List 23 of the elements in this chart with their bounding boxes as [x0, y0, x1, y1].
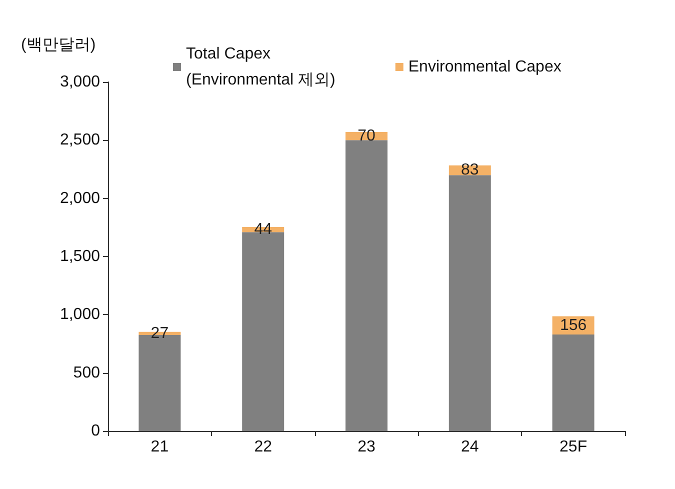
legend-label: Environmental Capex: [408, 58, 562, 76]
data-label: 156: [560, 316, 587, 334]
y-tick-label: 2,500: [60, 132, 100, 149]
x-tick-label: 21: [150, 438, 169, 456]
bar: [242, 232, 284, 431]
y-tick-label: 1,000: [60, 306, 100, 324]
y-tick-label: 2,000: [60, 190, 100, 207]
bar: [346, 140, 388, 431]
y-axis-title: (백만달러): [21, 36, 96, 54]
x-tick-label: 24: [461, 438, 479, 456]
y-tick-label: 500: [73, 364, 100, 382]
x-tick-label: 23: [358, 438, 376, 456]
data-label: 83: [461, 162, 479, 179]
y-tick-label: 1,500: [60, 248, 100, 265]
y-tick-label: 3,000: [60, 74, 100, 90]
x-tick-label: 22: [254, 438, 272, 456]
data-label: 70: [358, 128, 376, 145]
data-label: 27: [150, 324, 169, 342]
x-tick-label: 25F: [560, 438, 588, 456]
legend-label: Total Capex (Environmental 제외): [186, 46, 336, 88]
y-tick-label: 0: [91, 422, 100, 440]
bar: [552, 334, 594, 431]
bar: [448, 175, 491, 431]
